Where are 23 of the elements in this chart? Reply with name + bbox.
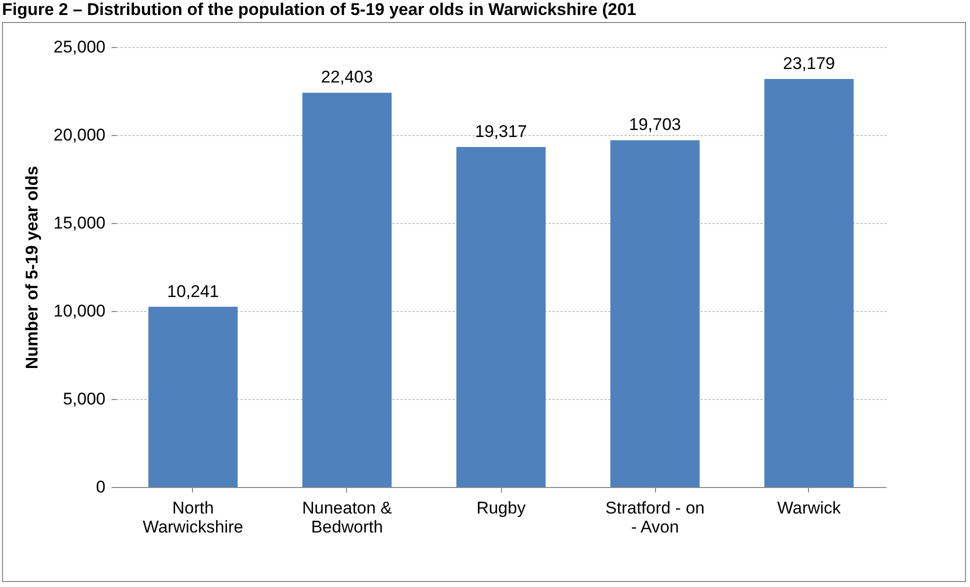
data-label: 19,703 (629, 115, 681, 134)
bar (764, 79, 854, 487)
x-tick-label: Stratford - on - Avon (605, 498, 705, 536)
bar (456, 147, 546, 487)
bar (148, 306, 238, 487)
y-tick-label: 15,000 (54, 214, 106, 232)
data-label: 10,241 (167, 282, 219, 301)
data-label: 19,317 (475, 122, 527, 142)
chart-title: Figure 2 – Distribution of the population of 5-19 year olds in Warwickshire (201 (1, 0, 638, 21)
y-tick-label: 5,000 (62, 390, 106, 408)
y-tick-label: 10,000 (54, 302, 106, 320)
bar (302, 92, 392, 487)
data-label: 23,179 (783, 54, 835, 74)
y-tick-label: 0 (96, 478, 106, 496)
y-tick-label: 25,000 (54, 38, 106, 56)
x-tick-label: Rugby (476, 498, 526, 518)
bar (610, 140, 700, 487)
y-tick-label: 20,000 (54, 126, 106, 144)
x-tick-label: North Warwickshire (142, 498, 244, 536)
x-tick-label: Nuneaton & Bedworth (302, 498, 393, 536)
x-tick-label: Warwick (777, 498, 842, 518)
data-label: 22,403 (321, 68, 373, 87)
y-axis-title: Number of 5-19 year olds (22, 166, 42, 370)
